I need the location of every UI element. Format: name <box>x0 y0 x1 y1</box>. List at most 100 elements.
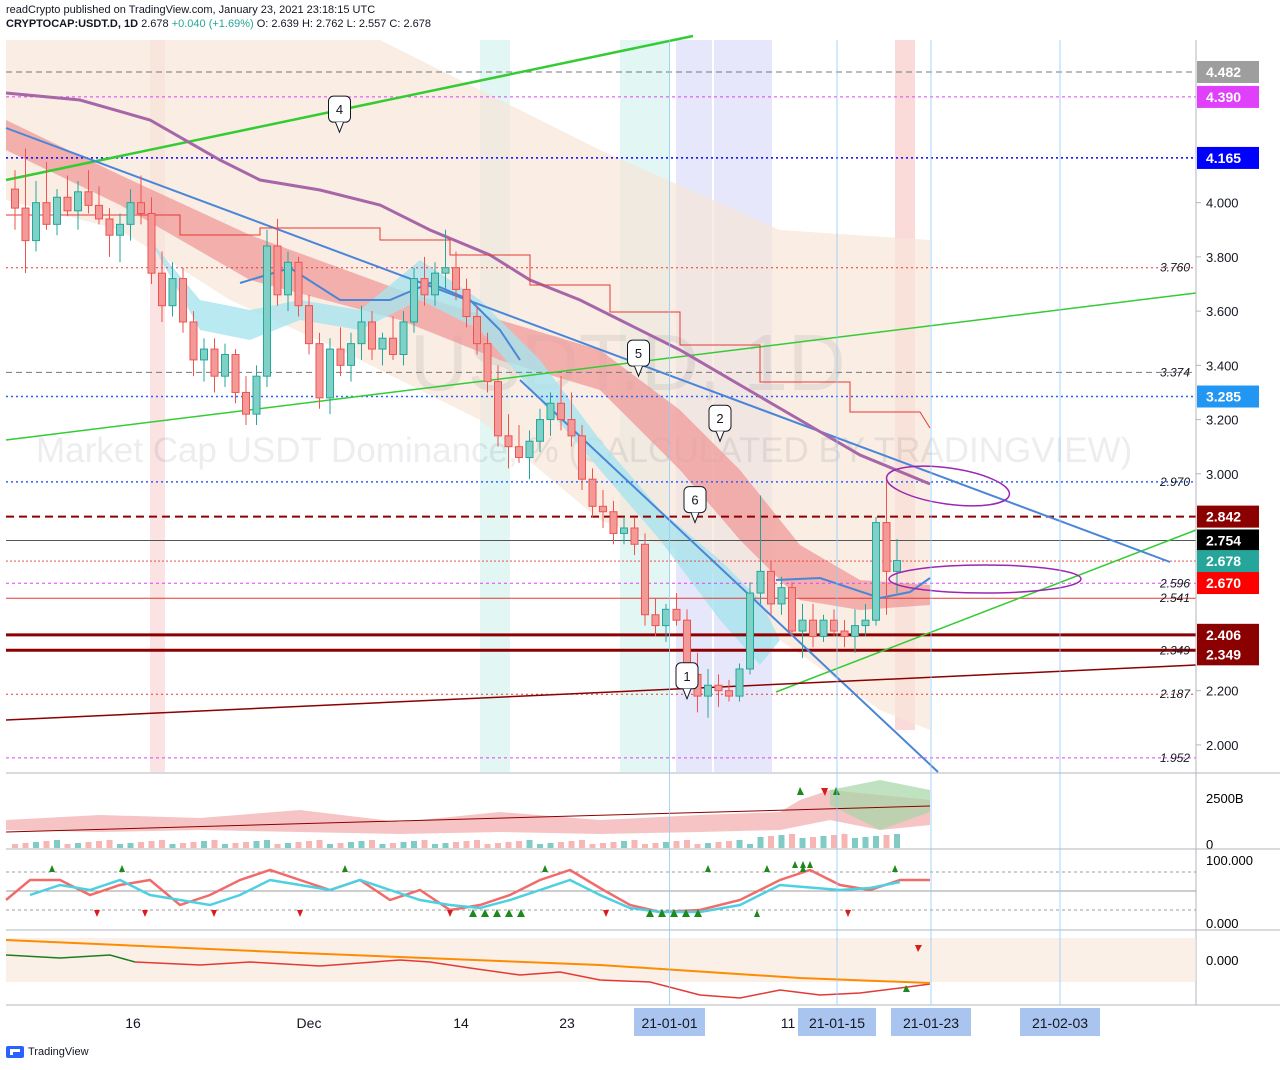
price-badge: 2.349 <box>1197 643 1259 666</box>
candle <box>305 294 313 355</box>
price-badge: 2.406 <box>1197 623 1259 646</box>
candle <box>788 582 796 637</box>
candle <box>431 262 439 306</box>
wave-callout: 2 <box>708 404 732 443</box>
brand-label: TradingView <box>28 1046 89 1058</box>
last-price: 2.678 <box>141 18 169 30</box>
svg-text:4.390: 4.390 <box>1206 89 1241 105</box>
svg-text:2500B: 2500B <box>1206 791 1244 806</box>
price-badge: 4.482 <box>1197 60 1259 83</box>
wave-callout: 1 <box>675 662 699 701</box>
level-label: 1.952 <box>1160 751 1190 765</box>
trend-lines <box>5 34 1197 773</box>
candle <box>357 305 366 360</box>
candlestick-series <box>11 148 901 718</box>
candle <box>137 175 145 225</box>
svg-text:5: 5 <box>635 346 642 361</box>
x-date-badge: 21-02-03 <box>1020 1008 1100 1036</box>
svg-text:3.285: 3.285 <box>1206 389 1241 405</box>
wave-callout: 5 <box>627 339 650 378</box>
candle <box>420 256 429 306</box>
svg-text:0.000: 0.000 <box>1206 953 1239 968</box>
price-badge: 2.670 <box>1197 572 1259 595</box>
candle <box>168 262 177 317</box>
x-tick-label: 16 <box>125 1015 141 1031</box>
candle <box>620 517 628 545</box>
svg-text:1: 1 <box>683 669 690 684</box>
y-tick-label: 3.400 <box>1206 358 1239 373</box>
svg-text:0.000: 0.000 <box>1206 916 1239 931</box>
published-line: readCrypto published on TradingView.com,… <box>6 4 376 16</box>
price-badge: 4.165 <box>1197 146 1259 169</box>
candle <box>746 582 754 675</box>
candle <box>756 495 765 604</box>
candle <box>651 598 660 637</box>
candle <box>809 603 817 648</box>
candle <box>336 327 345 377</box>
price-badges: 4.4824.3904.1653.2852.8422.7542.67841:47… <box>1197 60 1259 666</box>
wave-callout: 4 <box>328 95 351 134</box>
svg-text:4.165: 4.165 <box>1206 150 1241 166</box>
x-date-badge: 21-01-01 <box>634 1008 705 1036</box>
candle <box>767 560 775 615</box>
candle <box>32 180 40 252</box>
svg-text:21-01-23: 21-01-23 <box>903 1015 959 1031</box>
price-badge: 2.754 <box>1197 529 1259 552</box>
candle <box>851 609 859 653</box>
level-label: 2.596 <box>1159 576 1190 590</box>
candle <box>189 311 198 377</box>
candle <box>840 620 849 648</box>
candle <box>11 170 19 230</box>
candle <box>536 408 544 453</box>
candle <box>735 663 744 702</box>
oscillator-pane: 100.000 0.000 <box>5 853 1280 931</box>
candle <box>84 170 93 214</box>
candle <box>210 338 219 393</box>
candle <box>263 229 271 388</box>
svg-text:2.670: 2.670 <box>1206 575 1241 591</box>
level-label: 2.970 <box>1159 475 1190 489</box>
level-label: 2.349 <box>1159 643 1190 657</box>
level-label: 3.760 <box>1160 261 1190 275</box>
candle <box>105 208 114 257</box>
candle <box>315 332 324 409</box>
highlight-ellipse-top <box>885 465 1011 507</box>
candle <box>410 267 418 333</box>
svg-text:0: 0 <box>1206 837 1213 852</box>
highlight-ellipse-bottom <box>888 564 1082 594</box>
level-label: 3.374 <box>1160 365 1190 379</box>
candle <box>179 267 187 333</box>
x-date-badge: 21-01-23 <box>891 1008 971 1036</box>
svg-text:21-02-03: 21-02-03 <box>1032 1015 1088 1031</box>
candle <box>578 424 586 491</box>
candle <box>200 338 208 382</box>
price-badge: 3.285 <box>1197 385 1259 408</box>
x-tick-label: Dec <box>297 1015 322 1031</box>
candle <box>378 332 387 366</box>
y-axis: 4.000 3.800 3.600 3.400 3.200 3.000 2.200 2.000 <box>1196 196 1239 753</box>
candle <box>609 500 618 545</box>
candle <box>473 305 481 355</box>
svg-text:4: 4 <box>336 102 343 117</box>
level-label: 2.541 <box>1159 591 1190 605</box>
svg-text:6: 6 <box>691 493 698 508</box>
level-label: 2.187 <box>1159 687 1191 701</box>
candle <box>714 674 723 707</box>
price-badge: 2.842 <box>1197 505 1259 528</box>
symbol-label: CRYPTOCAP:USDT.D, 1D <box>6 18 139 30</box>
candle <box>116 213 124 263</box>
svg-text:2.754: 2.754 <box>1206 532 1241 548</box>
candle <box>242 376 250 425</box>
candle <box>462 278 471 328</box>
tradingview-logo-icon <box>6 1046 24 1058</box>
candle <box>861 603 870 637</box>
svg-text:4.482: 4.482 <box>1206 64 1241 80</box>
wave-callouts: 1 2 4 5 6 <box>328 95 732 701</box>
candle <box>483 332 492 393</box>
volume-pane: 2500B 0 <box>5 772 1280 852</box>
candle <box>882 479 891 615</box>
candle <box>147 197 156 284</box>
candle <box>252 365 261 425</box>
tradingview-brand[interactable]: TradingView <box>6 1046 89 1058</box>
